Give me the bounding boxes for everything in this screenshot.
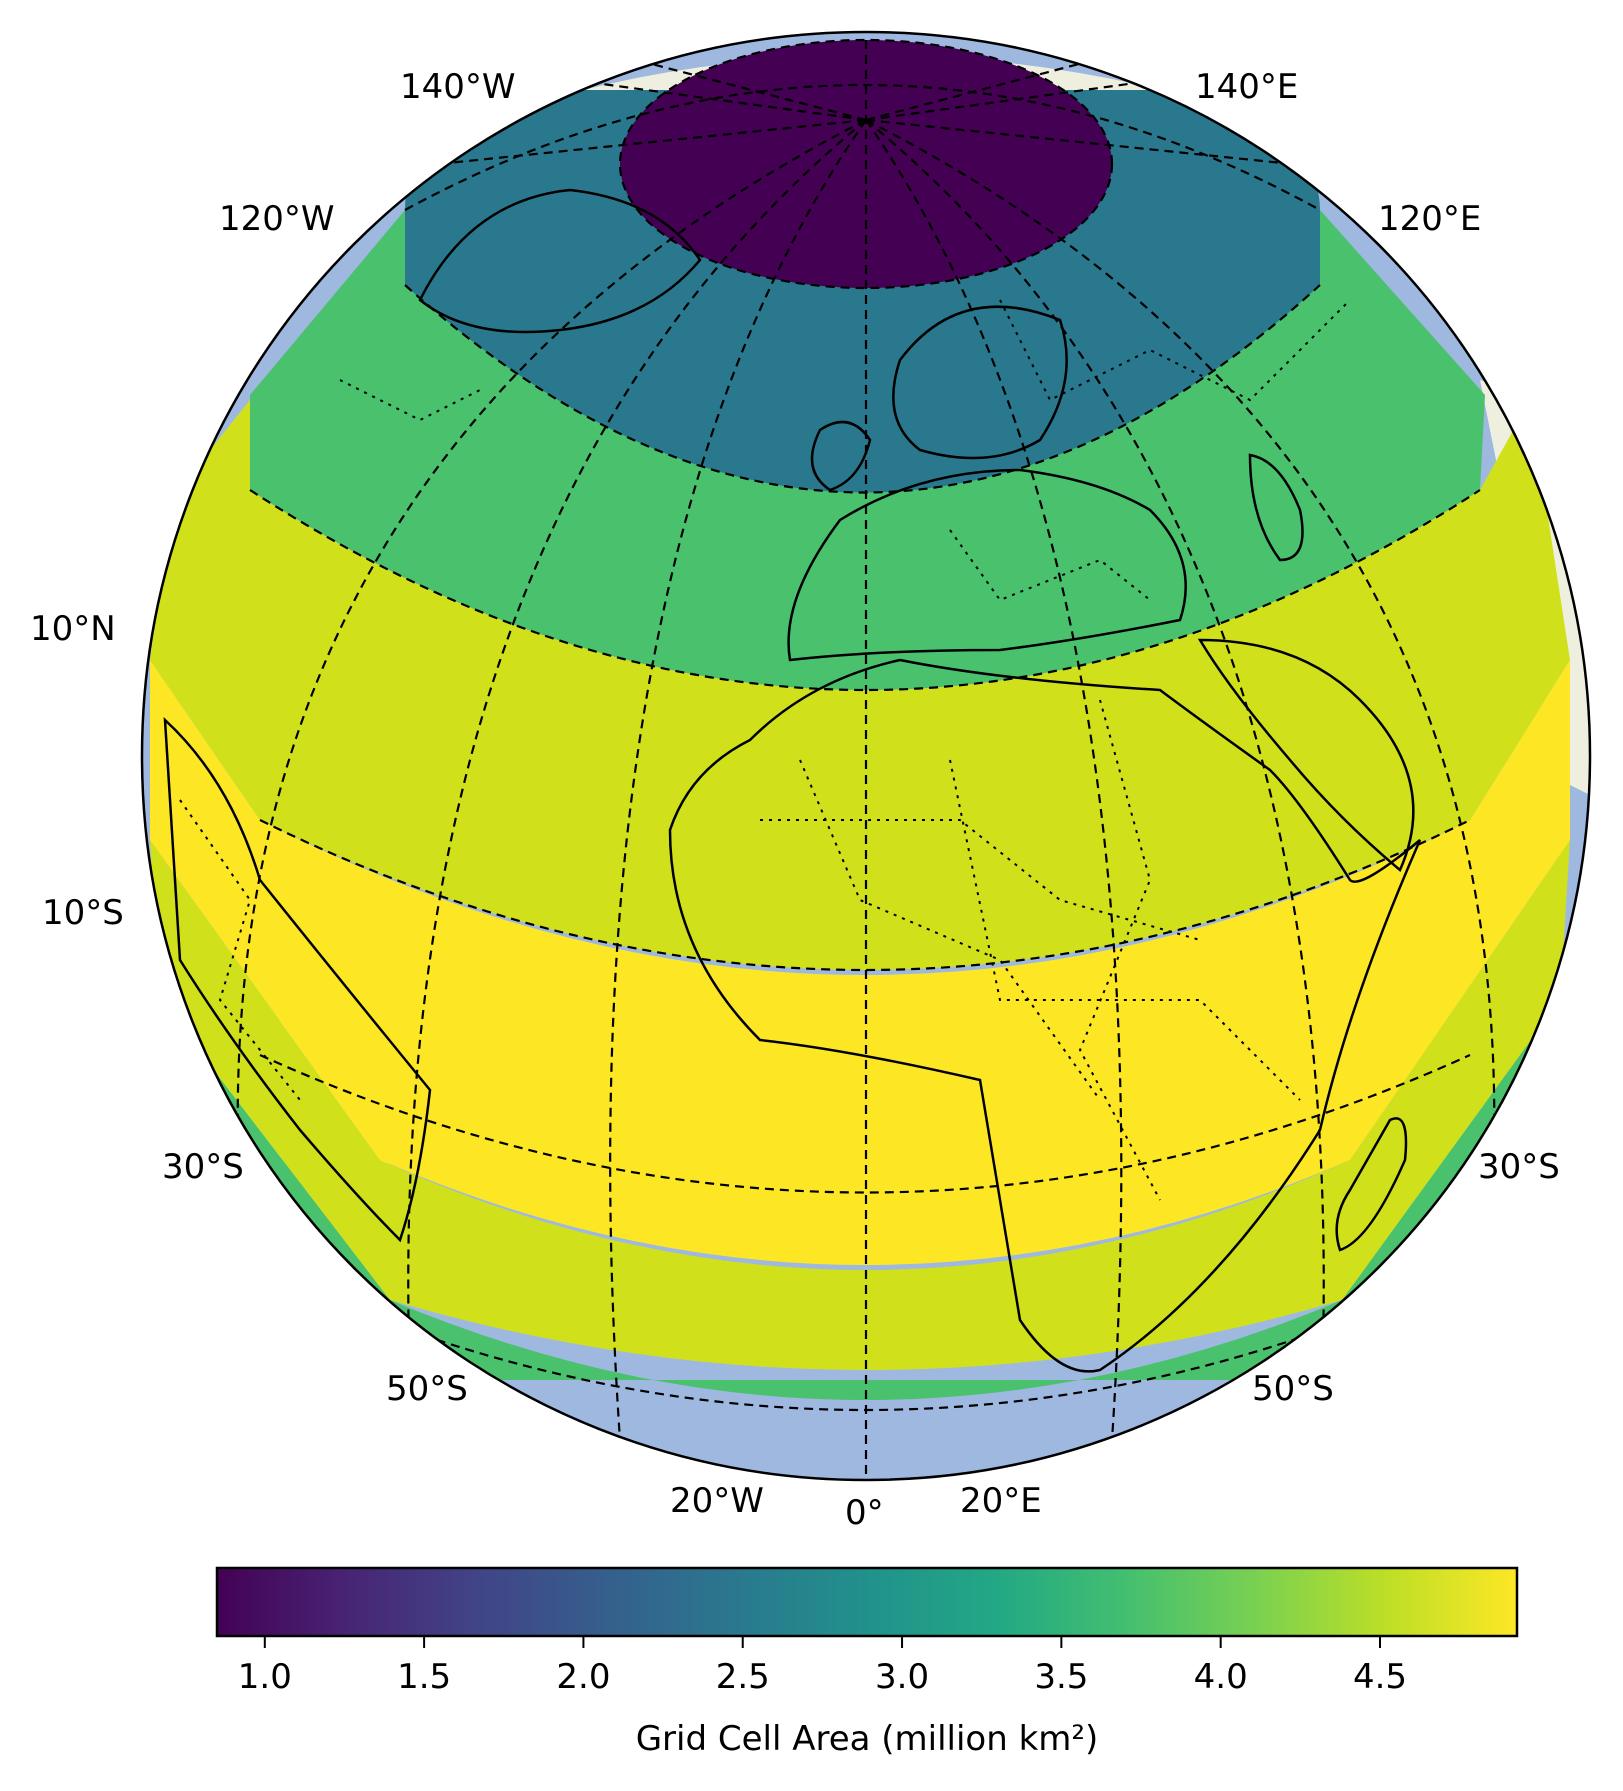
globe: [140, 30, 1592, 1482]
latitude-labels: 10°N 10°S 30°S 30°S 50°S 50°S: [30, 609, 1560, 1409]
meridian-line: [865, 119, 1123, 1441]
border-line: [339, 379, 481, 422]
band-subtropical-south: [150, 840, 1570, 1370]
parallel-line: [249, 489, 1481, 692]
lat-label-50s-west: 50°S: [386, 1369, 468, 1409]
colorbar-ticks: 1.0 1.5 2.0 2.5 3.0 3.5 4.0 4.5: [238, 1636, 1407, 1697]
meridian-line: [407, 119, 867, 1381]
colorbar-tick-label: 3.5: [1034, 1657, 1088, 1697]
colorbar-tick-label: 1.0: [238, 1657, 292, 1697]
africa-coastline: [668, 658, 1422, 1373]
lon-label-140w: 140°W: [400, 67, 516, 107]
lon-label-20e: 20°E: [960, 1481, 1042, 1521]
globe-outline: [140, 30, 1592, 1482]
meridian-line: [865, 119, 1325, 1381]
lat-label-10s: 10°S: [42, 893, 124, 933]
europe-coastline: [787, 468, 1187, 662]
lat-label-30s-west: 30°S: [162, 1147, 244, 1187]
meridian-line: [609, 119, 867, 1441]
border-line: [760, 819, 1201, 941]
lat-label-10n: 10°N: [30, 609, 116, 649]
longitude-labels: 140°W 140°E 120°W 120°E 20°W 0° 20°E: [219, 67, 1481, 1533]
madagascar-coastline: [1335, 1117, 1408, 1252]
band-subtropical-north: [150, 400, 1570, 970]
greenland-coastline: [418, 188, 702, 334]
coastlines: [163, 188, 1422, 1373]
colorbar-tick-label: 2.0: [556, 1657, 610, 1697]
parallel-line: [259, 1053, 1471, 1194]
lon-label-120e: 120°E: [1378, 199, 1481, 239]
border-line: [949, 759, 1301, 1101]
border-line: [999, 299, 1351, 402]
lon-label-140e: 140°E: [1195, 67, 1298, 107]
lon-label-20w: 20°W: [670, 1481, 764, 1521]
south-america-coastline: [163, 716, 432, 1243]
meridian-line: [865, 118, 1351, 172]
lat-label-50s-east: 50°S: [1252, 1369, 1334, 1409]
country-borders: [179, 299, 1351, 1201]
arabia-coastline: [1197, 638, 1415, 873]
colorbar-tick-label: 3.0: [875, 1657, 929, 1697]
lon-label-120w: 120°W: [219, 199, 335, 239]
meridian-line: [379, 118, 867, 172]
parallel-line: [404, 83, 1321, 211]
colorbar-tick-label: 1.5: [397, 1657, 451, 1697]
meridian-line: [865, 119, 1496, 1201]
band-equatorial: [150, 660, 1570, 1265]
parallel-line: [618, 38, 1114, 290]
colorbar-label: Grid Cell Area (million km²): [636, 1719, 1099, 1759]
border-line: [179, 799, 301, 1101]
colorbar-tick-label: 2.5: [716, 1657, 770, 1697]
caspian-sea-coastline: [1248, 453, 1304, 562]
meridian-line: [236, 119, 867, 1201]
meridians: [236, 38, 1496, 1480]
scandinavia-coastline: [892, 305, 1068, 460]
parallel-line: [148, 459, 162, 561]
colorbar-gradient: [215, 1566, 1519, 1638]
border-line: [949, 529, 1151, 602]
colorbar: 1.0 1.5 2.0 2.5 3.0 3.5 4.0 4.5 Grid Cell Area …: [215, 1566, 1519, 1759]
colorbar-tick-label: 4.0: [1194, 1657, 1248, 1697]
colorbar-tick-label: 4.5: [1353, 1657, 1407, 1697]
parallel-line: [404, 284, 1321, 494]
lat-label-30s-east: 30°S: [1478, 1147, 1560, 1187]
lon-label-0: 0°: [845, 1493, 884, 1533]
british-isles-coastline: [810, 420, 872, 492]
